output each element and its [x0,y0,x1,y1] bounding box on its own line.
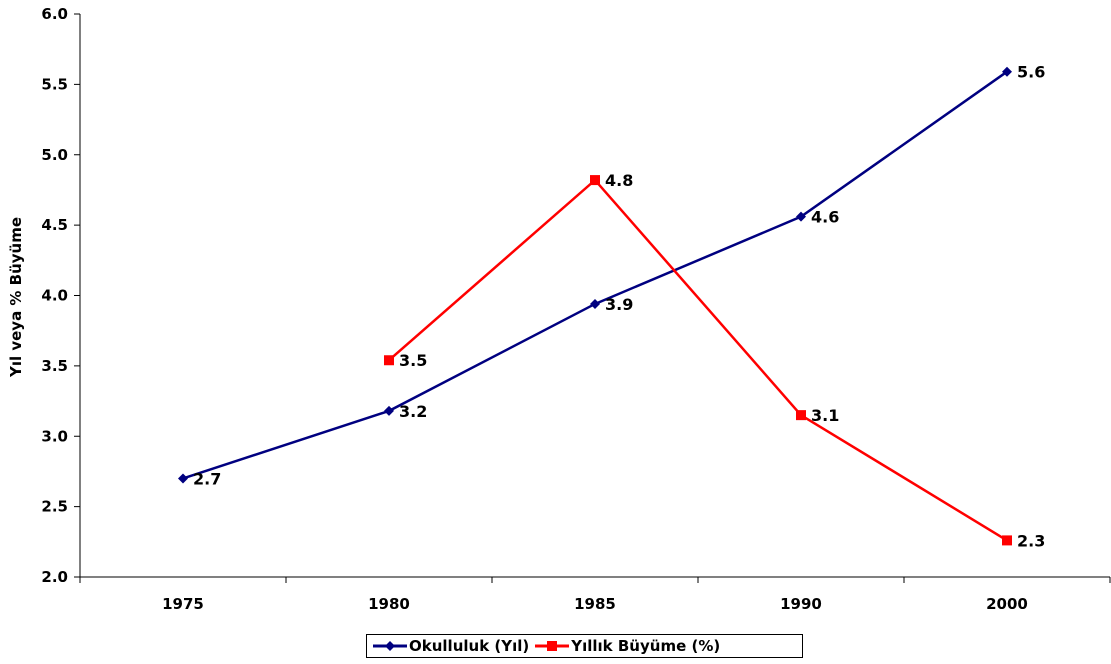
y-tick-label: 2.0 [41,568,68,586]
data-point [384,405,394,416]
data-point [590,298,600,309]
x-tick-label: 2000 [986,595,1028,613]
data-point [384,355,394,366]
series-line [182,70,1008,480]
x-tick-label: 1975 [162,595,204,613]
data-label: 3.1 [811,406,839,425]
series-1: 2.7 3.2 3.9 4.6 5.6 [178,63,1045,488]
legend-item-series-1: Okulluluk (Yıl) [373,637,529,655]
data-label: 2.7 [193,469,221,488]
data-point [796,211,806,222]
x-tick-label: 1980 [368,595,410,613]
data-label: 3.5 [399,351,427,370]
series-line [388,178,1008,542]
data-point [178,473,188,484]
x-tick-label: 1985 [574,595,616,613]
x-tick-label: 1990 [780,595,822,613]
axes [74,13,1111,583]
legend-item-series-2: Yıllık Büyüme (%) [535,637,720,655]
data-label: 4.6 [811,208,839,227]
data-point [590,175,600,186]
data-point [1002,66,1012,77]
data-label: 5.6 [1017,63,1045,82]
data-point [796,410,806,421]
y-tick-label: 5.0 [41,146,68,164]
y-tick-labels: 2.0 2.5 3.0 3.5 4.0 4.5 5.0 5.5 6.0 [41,5,68,586]
x-tick-labels: 1975 1980 1985 1990 2000 [162,595,1028,613]
data-label: 3.2 [399,402,427,421]
y-tick-label: 2.5 [41,498,68,516]
line-chart: 2.0 2.5 3.0 3.5 4.0 4.5 5.0 5.5 6.0 1975 1980 1985… [7,5,1111,613]
y-tick-label: 5.5 [41,75,68,93]
y-tick-label: 3.5 [41,357,68,375]
diamond-marker-icon [373,641,407,651]
y-tick-label: 6.0 [41,5,68,23]
data-label: 3.9 [605,295,633,314]
data-label: 4.8 [605,171,633,190]
y-tick-label: 3.0 [41,427,68,445]
square-marker-icon [535,641,570,651]
y-tick-label: 4.5 [41,216,68,234]
data-point [1002,535,1012,546]
y-axis-label: Yıl veya % Büyüme [7,217,25,378]
series-2: 3.5 4.8 3.1 2.3 [384,171,1045,550]
data-label: 2.3 [1017,531,1045,550]
legend-label-series-2: Yıllık Büyüme (%) [571,637,721,655]
series-layer: 2.7 3.2 3.9 4.6 5.6 3.5 4.8 3.1 2.3 [178,63,1045,550]
legend: Okulluluk (Yıl) Yıllık Büyüme (%) [366,634,803,658]
y-tick-label: 4.0 [41,287,68,305]
legend-label-series-1: Okulluluk (Yıl) [409,637,530,655]
